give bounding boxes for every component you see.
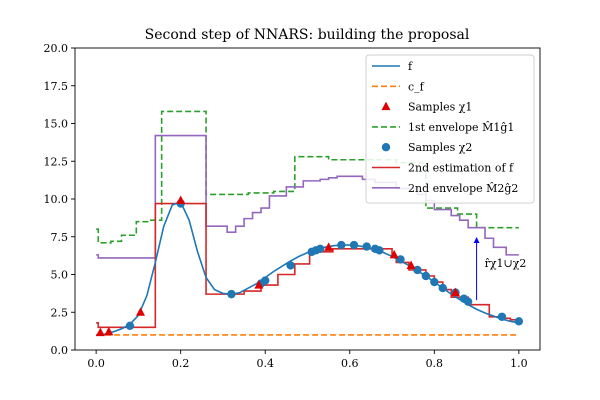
data-point-samples2: [421, 271, 431, 281]
data-point-samples1: [254, 280, 264, 289]
x-tick-label: 0.2: [172, 357, 190, 370]
legend-label-envelope1: 1st envelope M̂1ĝ1: [408, 121, 514, 134]
data-point-samples1: [406, 260, 416, 269]
data-point-samples1: [389, 249, 399, 259]
data-point-samples2: [349, 240, 359, 250]
data-point-samples2: [286, 261, 295, 270]
y-tick-label: 5.0: [51, 269, 69, 282]
data-point-samples2: [514, 317, 524, 326]
x-tick-label: 0.4: [256, 357, 274, 370]
data-point-samples2: [337, 240, 346, 250]
legend-label-c_f: c_f: [408, 80, 425, 93]
data-point-samples2: [315, 244, 325, 254]
series-line-envelope2: [96, 134, 519, 259]
data-point-samples2: [430, 277, 439, 287]
legend-marker-samples2: [381, 143, 391, 152]
data-point-samples2: [362, 242, 371, 251]
legend-label-samples2: Samples χ2: [408, 141, 472, 154]
x-tick-label: 0.0: [87, 357, 105, 370]
data-point-samples2: [438, 283, 447, 293]
y-tick-label: 0.0: [51, 344, 69, 357]
series-line-envelope1: [96, 110, 519, 244]
legend-box: [365, 54, 535, 204]
annotation-label: r̂χ1∪χ2: [485, 257, 527, 270]
data-point-samples2: [125, 321, 135, 331]
data-point-samples2: [261, 276, 270, 285]
data-point-samples2: [497, 312, 507, 321]
data-point-samples1: [450, 287, 460, 297]
y-tick-label: 12.5: [44, 155, 69, 168]
y-tick-label: 2.5: [51, 306, 69, 319]
data-point-samples2: [396, 255, 405, 264]
legend-label-samples1: Samples χ1: [408, 101, 472, 114]
x-tick-label: 1.0: [510, 357, 528, 370]
plot-area: [95, 110, 524, 337]
data-point-samples1: [104, 326, 114, 336]
y-tick-label: 15.0: [44, 118, 69, 131]
data-point-samples2: [413, 265, 422, 275]
annotation: r̂χ1∪χ2: [473, 237, 527, 301]
y-tick-label: 10.0: [44, 193, 69, 206]
legend: f c_f Samples χ1 1st envelope M̂1ĝ1 Samples …: [365, 54, 535, 204]
x-tick-label: 0.6: [341, 357, 359, 370]
data-point-samples1: [324, 242, 334, 251]
y-tick-label: 20.0: [44, 42, 69, 55]
chart-title: Second step of NNARS: building the propo…: [145, 27, 470, 43]
y-tick-label: 17.5: [44, 80, 69, 93]
x-tick-label: 0.8: [426, 357, 444, 370]
data-point-samples1: [95, 327, 105, 337]
data-point-samples2: [375, 246, 384, 255]
legend-label-envelope2: 2nd envelope M̂2ĝ2: [408, 182, 518, 195]
series-line-f: [96, 201, 520, 336]
data-point-samples2: [463, 297, 473, 306]
legend-label-estimation2: 2nd estimation of f: [408, 162, 514, 175]
legend-label-f: f: [408, 60, 413, 73]
legend-marker-samples1: [381, 101, 391, 111]
y-tick-label: 7.5: [51, 231, 69, 244]
data-point-samples1: [136, 307, 146, 316]
plot-axes: 0.0 0.2 0.4 0.6 0.8 1.0 0.0 2.5 5.0 7.5 10.0 12.5 15…: [44, 42, 541, 370]
data-point-samples2: [227, 289, 236, 299]
data-point-samples1: [176, 195, 186, 205]
